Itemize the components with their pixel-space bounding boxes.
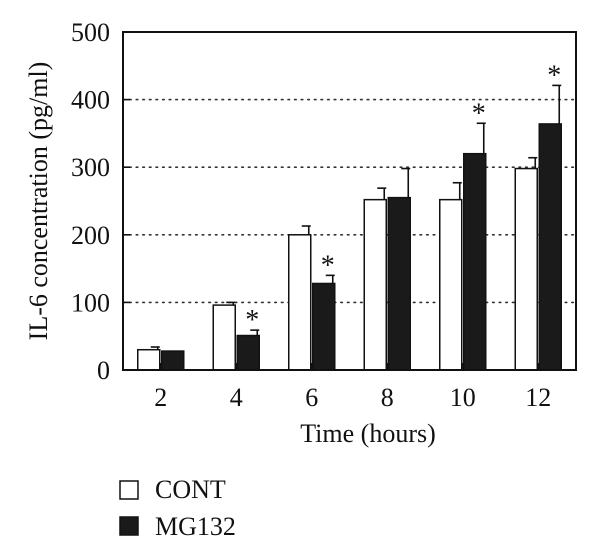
- y-axis-title: IL-6 concentration (pg/ml): [24, 62, 53, 341]
- significance-marker: *: [472, 98, 486, 129]
- x-tick-label: 8: [381, 383, 394, 412]
- x-tick-label: 6: [305, 383, 318, 412]
- x-tick-label: 4: [230, 383, 243, 412]
- bar-mg132-12: [538, 123, 562, 371]
- bar-cont-10: [439, 198, 463, 371]
- plot-frame: [122, 31, 577, 371]
- significance-marker: *: [321, 250, 335, 281]
- y-tick-label: 0: [97, 356, 110, 385]
- y-tick-label: 300: [71, 153, 110, 182]
- bar-mg132-2: [161, 350, 185, 371]
- y-tick-label: 100: [71, 288, 110, 317]
- grid-lines: [122, 98, 577, 304]
- y-axis-ticks: 0 100 200 300 400 500: [71, 18, 130, 385]
- legend-swatch-cont: [119, 480, 139, 500]
- bar-mg132-4: [236, 334, 260, 371]
- legend-swatch-mg132: [119, 516, 139, 536]
- bar-cont-4: [212, 304, 236, 371]
- y-tick-label: 400: [71, 86, 110, 115]
- bar-cont-6: [288, 234, 312, 371]
- bars: * * * *: [137, 60, 562, 371]
- legend: CONT MG132: [119, 475, 236, 541]
- x-tick-label: 10: [450, 383, 476, 412]
- legend-label-cont: CONT: [155, 475, 226, 504]
- significance-marker: *: [547, 60, 561, 91]
- significance-marker: *: [245, 305, 259, 336]
- bar-mg132-8: [387, 196, 411, 371]
- x-tick-label: 2: [154, 383, 167, 412]
- bar-cont-2: [137, 348, 161, 371]
- y-tick-label: 500: [71, 18, 110, 47]
- bar-mg132-6: [312, 282, 336, 371]
- legend-label-mg132: MG132: [155, 512, 236, 541]
- x-tick-label: 12: [525, 383, 551, 412]
- x-axis-ticks: 2 4 6 8 10 12: [154, 363, 551, 412]
- bar-mg132-10: [463, 152, 487, 371]
- bar-cont-12: [514, 167, 538, 371]
- y-tick-label: 200: [71, 221, 110, 250]
- bar-cont-8: [363, 198, 387, 371]
- x-axis-title: Time (hours): [300, 419, 436, 448]
